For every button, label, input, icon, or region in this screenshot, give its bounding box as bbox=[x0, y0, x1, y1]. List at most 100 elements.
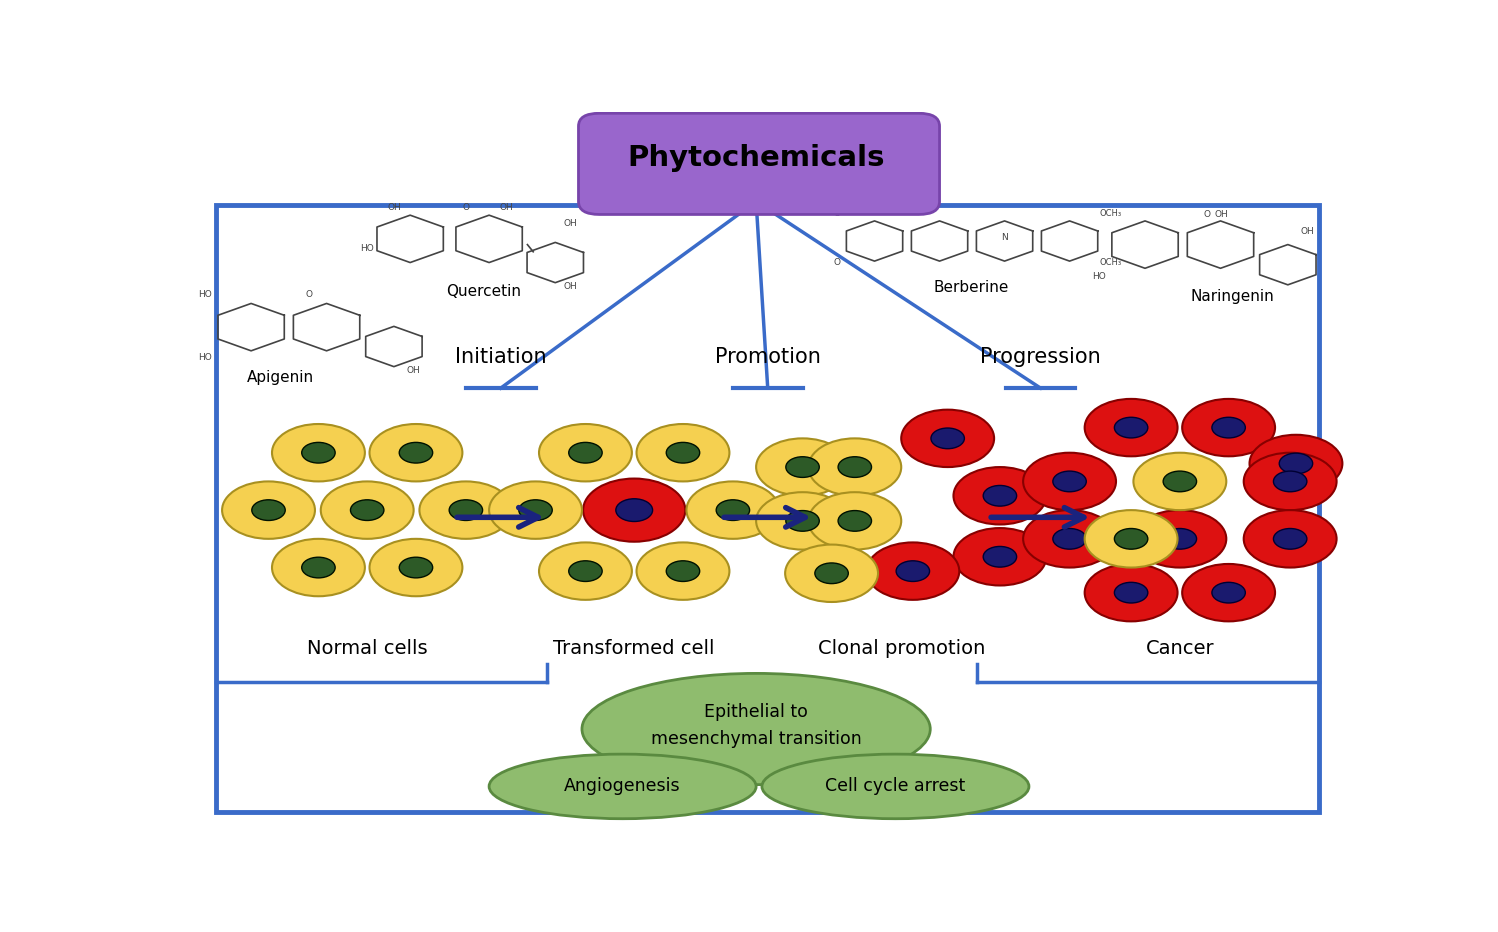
Circle shape bbox=[616, 499, 653, 522]
Text: O: O bbox=[834, 210, 840, 218]
Circle shape bbox=[1162, 471, 1197, 492]
Circle shape bbox=[539, 424, 632, 482]
Circle shape bbox=[686, 482, 779, 539]
Text: Progression: Progression bbox=[980, 347, 1101, 366]
Circle shape bbox=[1085, 399, 1177, 457]
Text: Naringenin: Naringenin bbox=[1191, 289, 1273, 304]
Circle shape bbox=[983, 546, 1017, 567]
Circle shape bbox=[1115, 582, 1147, 603]
Circle shape bbox=[518, 500, 553, 520]
Circle shape bbox=[1053, 471, 1086, 492]
Ellipse shape bbox=[488, 754, 756, 818]
Circle shape bbox=[1243, 510, 1336, 568]
Circle shape bbox=[756, 438, 849, 496]
Circle shape bbox=[490, 482, 581, 539]
Circle shape bbox=[1212, 582, 1245, 603]
Circle shape bbox=[809, 492, 902, 550]
Circle shape bbox=[809, 438, 902, 496]
Circle shape bbox=[1085, 564, 1177, 622]
Circle shape bbox=[785, 544, 878, 602]
Circle shape bbox=[953, 467, 1046, 525]
Circle shape bbox=[930, 428, 965, 448]
Circle shape bbox=[400, 557, 433, 578]
Text: Initiation: Initiation bbox=[455, 347, 547, 366]
Circle shape bbox=[1273, 528, 1306, 549]
Circle shape bbox=[667, 561, 700, 582]
Circle shape bbox=[370, 539, 463, 596]
Text: OCH₃: OCH₃ bbox=[1100, 210, 1122, 218]
Circle shape bbox=[667, 443, 700, 463]
Circle shape bbox=[716, 500, 749, 520]
Text: HO: HO bbox=[198, 353, 211, 363]
Circle shape bbox=[583, 478, 685, 541]
Text: O: O bbox=[463, 203, 469, 212]
Circle shape bbox=[953, 528, 1046, 585]
Circle shape bbox=[1134, 453, 1227, 510]
Circle shape bbox=[569, 561, 602, 582]
Text: OH: OH bbox=[407, 365, 421, 375]
Circle shape bbox=[400, 443, 433, 463]
Circle shape bbox=[222, 482, 315, 539]
Circle shape bbox=[321, 482, 413, 539]
Circle shape bbox=[1273, 471, 1306, 492]
Text: OH: OH bbox=[386, 203, 401, 212]
Circle shape bbox=[866, 542, 959, 600]
Circle shape bbox=[1182, 564, 1275, 622]
Circle shape bbox=[1182, 399, 1275, 457]
Circle shape bbox=[273, 424, 366, 482]
Circle shape bbox=[419, 482, 512, 539]
Circle shape bbox=[1115, 418, 1147, 438]
Circle shape bbox=[1023, 453, 1116, 510]
Ellipse shape bbox=[581, 674, 930, 785]
Circle shape bbox=[569, 443, 602, 463]
Circle shape bbox=[786, 511, 819, 531]
Circle shape bbox=[756, 492, 849, 550]
Circle shape bbox=[1212, 418, 1245, 438]
Circle shape bbox=[1053, 528, 1086, 549]
Text: O: O bbox=[1203, 210, 1210, 219]
Ellipse shape bbox=[762, 754, 1029, 818]
Text: Epithelial to
mesenchymal transition: Epithelial to mesenchymal transition bbox=[650, 704, 861, 747]
Circle shape bbox=[273, 539, 366, 596]
Circle shape bbox=[1243, 453, 1336, 510]
Text: OH: OH bbox=[1215, 210, 1228, 219]
Circle shape bbox=[1279, 453, 1312, 473]
Text: O: O bbox=[834, 258, 840, 267]
Text: HO: HO bbox=[198, 291, 211, 299]
Text: N: N bbox=[1001, 233, 1008, 242]
Text: Promotion: Promotion bbox=[715, 347, 821, 366]
Circle shape bbox=[301, 557, 336, 578]
FancyBboxPatch shape bbox=[578, 114, 939, 214]
Circle shape bbox=[896, 561, 930, 582]
Circle shape bbox=[1023, 510, 1116, 568]
Text: Transformed cell: Transformed cell bbox=[553, 639, 715, 658]
Text: Cell cycle arrest: Cell cycle arrest bbox=[825, 777, 966, 795]
Circle shape bbox=[1115, 528, 1147, 549]
Circle shape bbox=[983, 486, 1017, 506]
Text: HO: HO bbox=[361, 243, 374, 253]
Text: OH: OH bbox=[563, 281, 577, 291]
Text: OH: OH bbox=[500, 203, 514, 212]
Text: Angiogenesis: Angiogenesis bbox=[565, 777, 682, 795]
Circle shape bbox=[252, 500, 285, 520]
Circle shape bbox=[449, 500, 482, 520]
Circle shape bbox=[370, 424, 463, 482]
Circle shape bbox=[786, 457, 819, 477]
Circle shape bbox=[815, 563, 848, 583]
Text: Phytochemicals: Phytochemicals bbox=[628, 144, 885, 172]
Text: Clonal promotion: Clonal promotion bbox=[818, 639, 984, 658]
Text: OCH₃: OCH₃ bbox=[1100, 258, 1122, 267]
Text: Berberine: Berberine bbox=[933, 281, 1008, 295]
Circle shape bbox=[1162, 528, 1197, 549]
Text: O: O bbox=[306, 291, 313, 299]
Circle shape bbox=[1249, 434, 1342, 492]
Circle shape bbox=[902, 410, 995, 467]
Text: Cancer: Cancer bbox=[1146, 639, 1215, 658]
Circle shape bbox=[351, 500, 383, 520]
Text: Quercetin: Quercetin bbox=[446, 284, 521, 299]
Circle shape bbox=[637, 542, 730, 600]
Circle shape bbox=[539, 542, 632, 600]
Circle shape bbox=[837, 511, 872, 531]
Circle shape bbox=[637, 424, 730, 482]
Text: Normal cells: Normal cells bbox=[307, 639, 427, 658]
